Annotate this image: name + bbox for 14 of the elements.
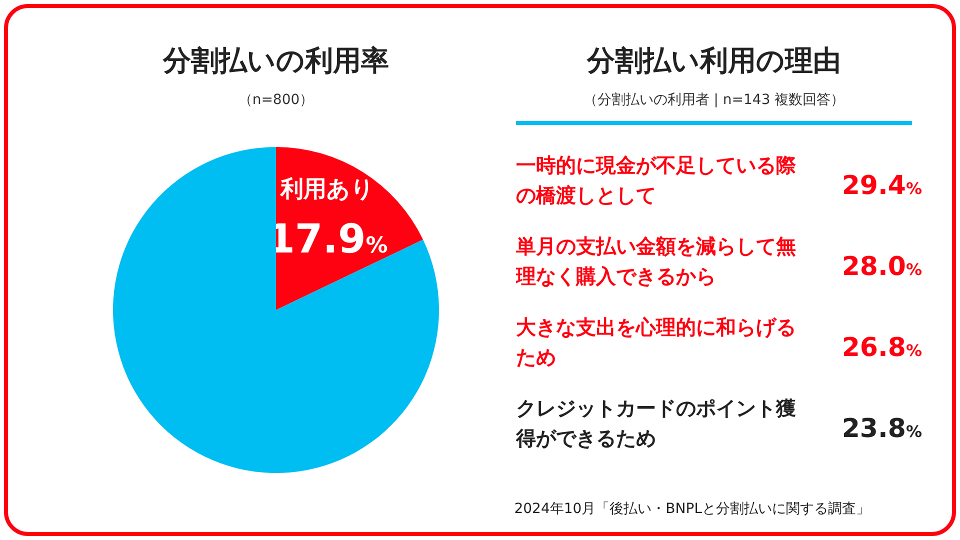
category-label: 一時的に現金が不足している際の橋渡しとして [516,152,797,209]
category-label: 大きな支出を心理的に和らげるため [516,314,797,371]
text: 2024年10月「後払い・BNPLと分割払いに関する調査」 [514,501,870,517]
text: 28.0% [842,252,922,282]
pie-slice [113,147,439,473]
text: 26.8% [842,333,922,363]
text: 23.8% [842,414,922,444]
chart-subtitle: （n=800） [238,92,314,108]
text: 29.4% [842,171,922,201]
slice-label: 利用あり [279,176,374,203]
data-label: 17.9% [267,216,388,263]
chart-title: 分割払いの利用率 [162,44,389,77]
text: （分割払いの利用者 | n=143 複数回答） [583,92,845,108]
text: 分割払い利用の理由 [586,44,841,77]
